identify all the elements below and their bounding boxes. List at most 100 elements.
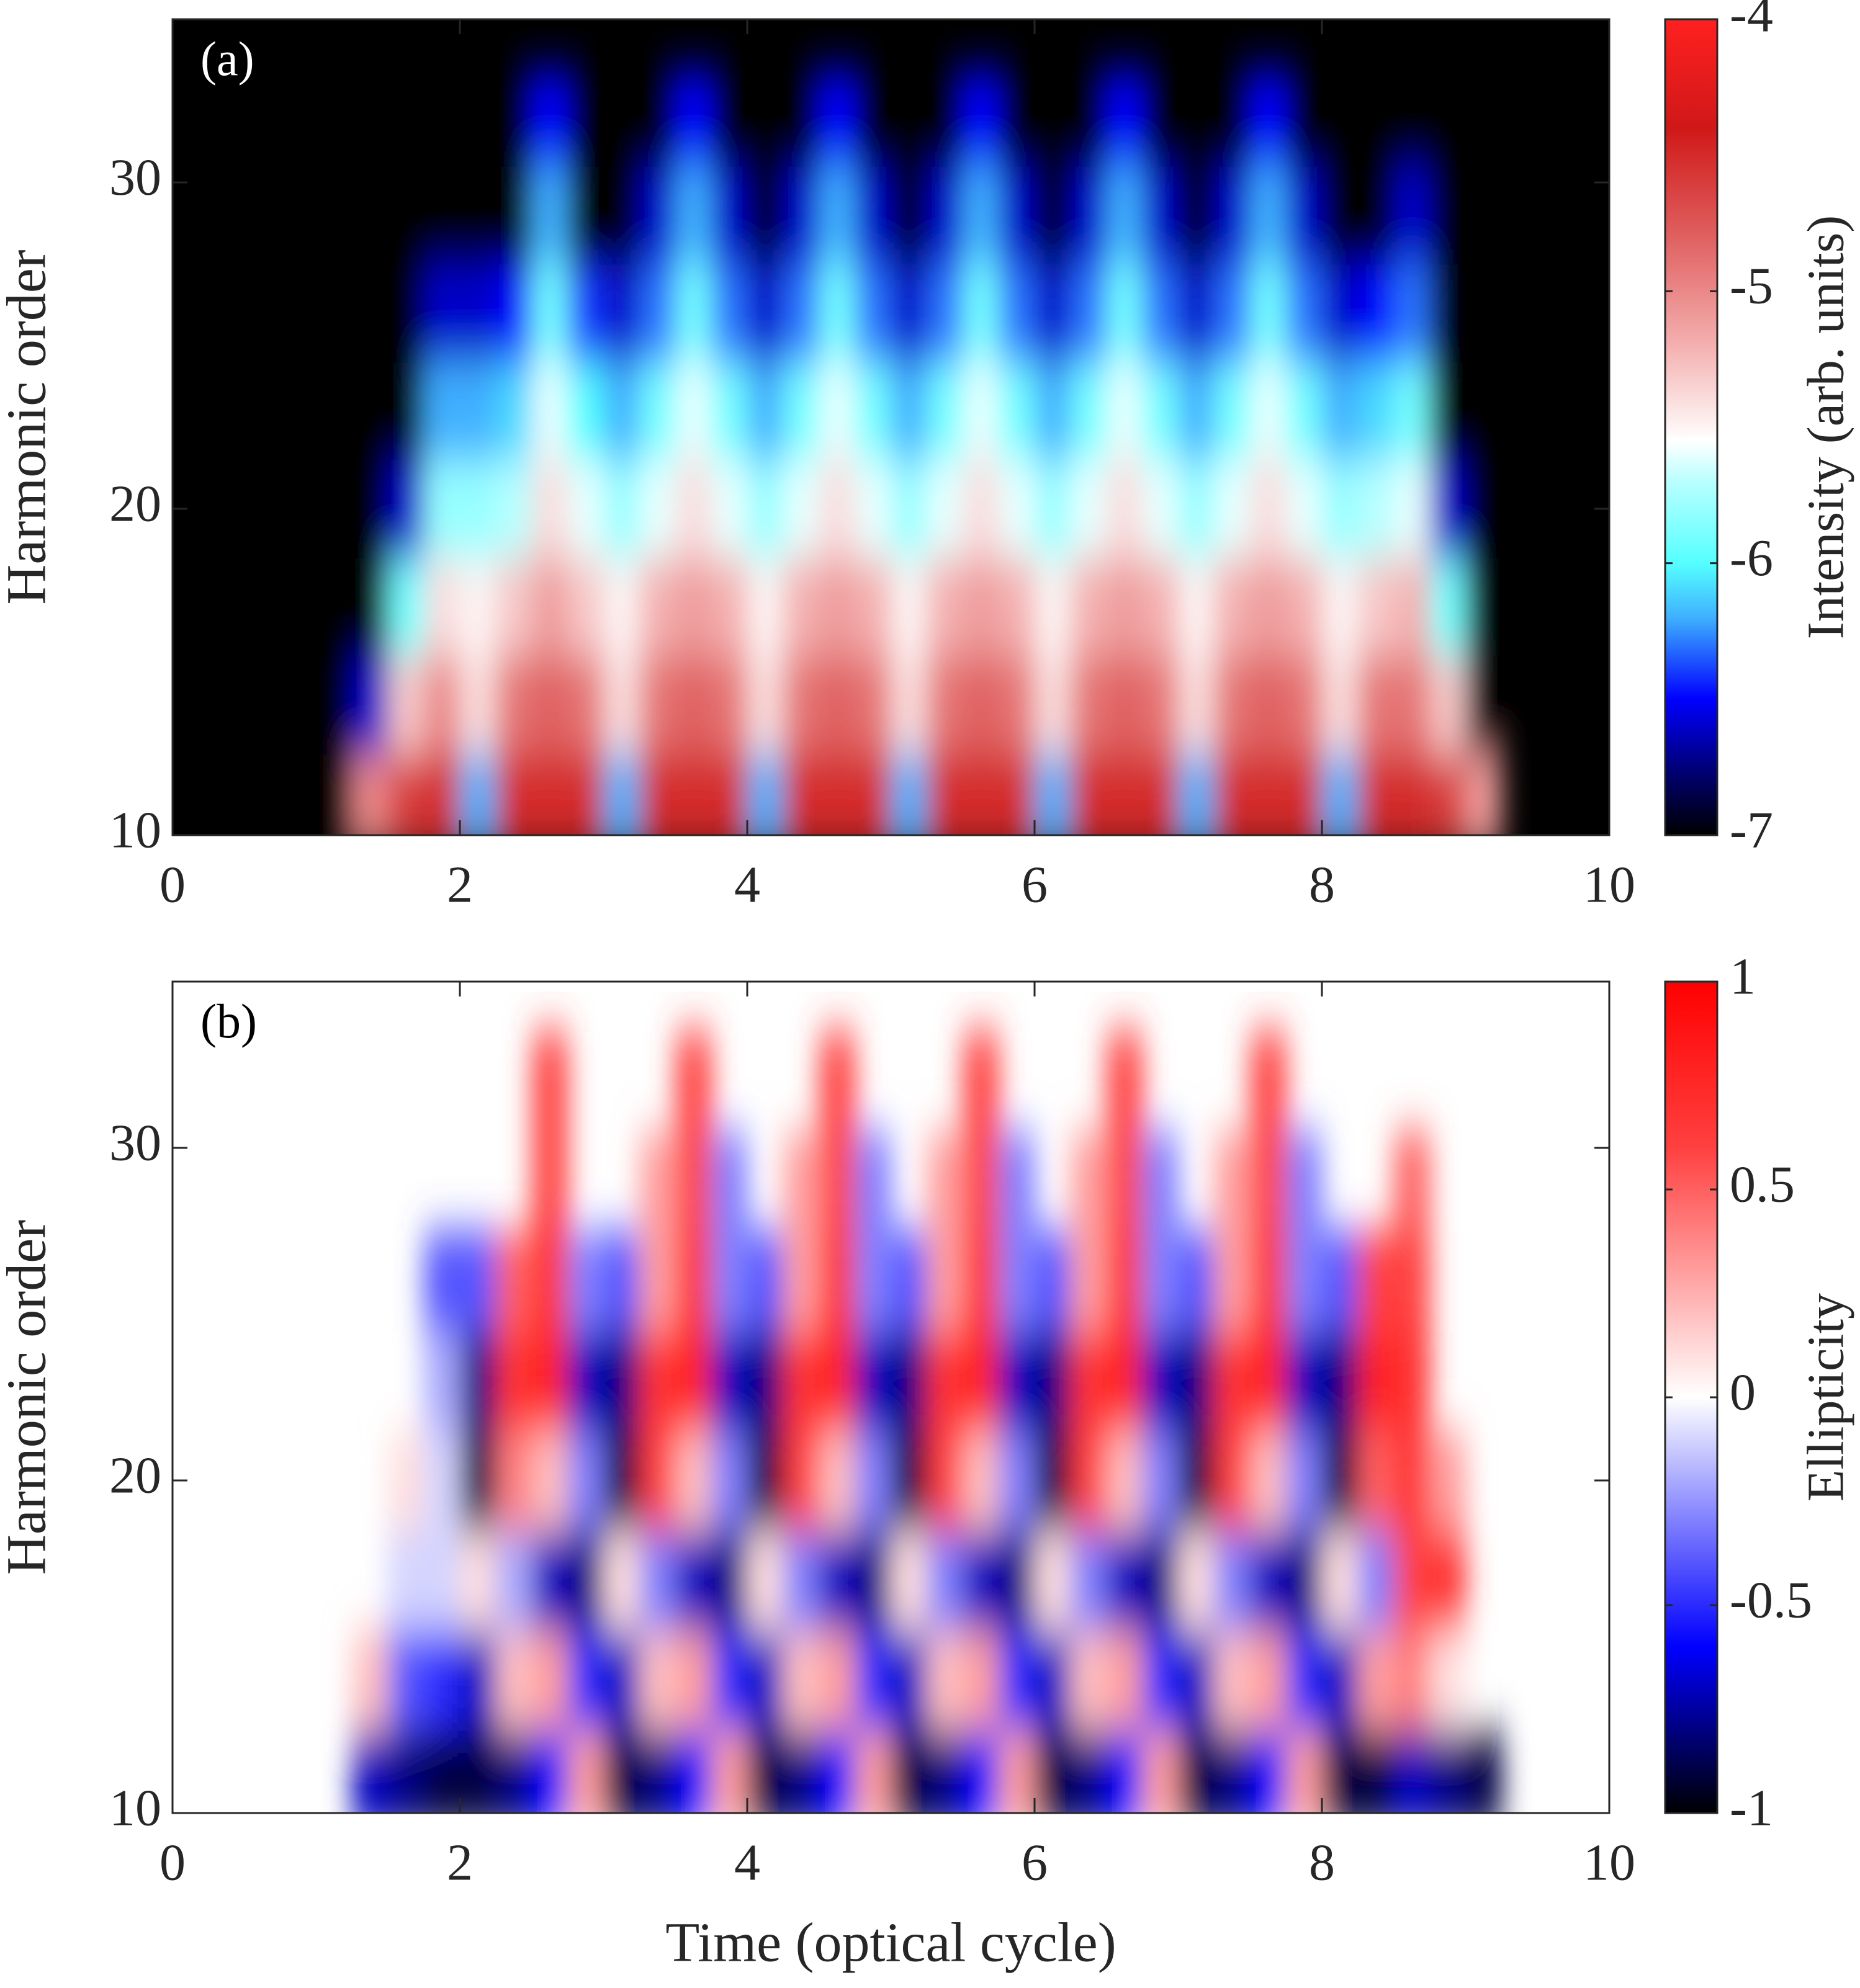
heatmap-cell	[1035, 460, 1071, 558]
x-tick-label: 6	[1022, 856, 1048, 913]
x-tick-label: 2	[447, 856, 473, 913]
heatmap-cell	[567, 1530, 604, 1631]
heatmap-cell	[1250, 655, 1287, 754]
heatmap-cell	[963, 655, 1000, 754]
heatmap-cell	[855, 557, 892, 656]
heatmap-cell	[711, 362, 748, 461]
heatmap-cell	[1070, 1231, 1107, 1332]
heatmap-cell	[1250, 1530, 1287, 1631]
heatmap-cell	[1250, 1730, 1287, 1813]
heatmap-cell	[1322, 557, 1359, 656]
heatmap-cell	[424, 460, 461, 558]
heatmap-cell	[891, 460, 928, 558]
heatmap-cell	[747, 557, 784, 656]
heatmap-cell	[639, 1430, 676, 1531]
heatmap-cell	[639, 655, 676, 754]
heatmap-cell	[1070, 68, 1107, 167]
heatmap-cell	[1429, 1630, 1467, 1731]
heatmap-cell	[1429, 68, 1467, 167]
heatmap-cell	[675, 1031, 712, 1132]
heatmap-cell	[1214, 460, 1251, 558]
heatmap-cell	[639, 1131, 676, 1232]
heatmap-cell	[963, 1231, 1000, 1332]
heatmap-cell	[891, 753, 928, 835]
x-tick-label: 10	[1583, 1834, 1635, 1891]
heatmap-cell	[819, 460, 856, 558]
heatmap-cell	[783, 264, 820, 363]
heatmap-cell	[1106, 166, 1143, 265]
heatmap-cell	[675, 1530, 712, 1631]
heatmap-cell	[783, 362, 820, 461]
heatmap-cell	[1106, 655, 1143, 754]
plot-area	[173, 19, 1609, 835]
heatmap-cell	[639, 1530, 676, 1631]
colorbar-label: Intensity (arb. units)	[1797, 215, 1854, 640]
y-axis-label: Harmonic order	[0, 249, 58, 604]
heatmap-cell	[1035, 1730, 1071, 1813]
x-tick-label: 10	[1583, 856, 1635, 913]
heatmap-cell	[675, 1131, 712, 1232]
heatmap-cell	[567, 1730, 604, 1813]
heatmap-cell	[495, 753, 532, 835]
heatmap-cell	[711, 264, 748, 363]
y-tick-label: 20	[109, 475, 161, 532]
heatmap-cell	[1070, 1330, 1107, 1431]
heatmap-cell	[747, 1231, 784, 1332]
heatmap-cell	[639, 1231, 676, 1332]
heatmap-cell	[1178, 1730, 1215, 1813]
heatmap-cell	[639, 166, 676, 265]
heatmap-cell	[891, 1630, 928, 1731]
plot-area	[173, 982, 1609, 1813]
heatmap-cell	[1286, 557, 1323, 656]
heatmap-cell	[1178, 166, 1215, 265]
heatmap-cell	[531, 753, 568, 835]
heatmap-cell	[388, 557, 425, 656]
heatmap-cell	[891, 68, 928, 167]
heatmap-cell	[424, 1430, 461, 1531]
heatmap-cell	[1286, 655, 1323, 754]
heatmap-cell	[1286, 1330, 1323, 1431]
heatmap-cell	[1178, 1430, 1215, 1531]
heatmap-cell	[1286, 1231, 1323, 1332]
heatmap-cell	[1322, 753, 1359, 835]
heatmap-cell	[316, 753, 353, 835]
heatmap-cell	[1393, 1131, 1431, 1232]
heatmap-cell	[1142, 460, 1179, 558]
heatmap-cell	[855, 166, 892, 265]
heatmap-cell	[747, 1430, 784, 1531]
heatmap-cell	[1250, 1131, 1287, 1232]
heatmap-cell	[963, 362, 1000, 461]
heatmap-cell	[927, 166, 964, 265]
heatmap-cell	[531, 557, 568, 656]
heatmap-cell	[388, 655, 425, 754]
heatmap-cell	[424, 1630, 461, 1731]
heatmap-cell	[1429, 1530, 1467, 1631]
heatmap-cell	[1322, 1231, 1359, 1332]
heatmap-cell	[783, 753, 820, 835]
heatmap-cell	[1214, 1730, 1251, 1813]
heatmap-cell	[891, 264, 928, 363]
heatmap-cell	[1286, 1430, 1323, 1531]
heatmap-cell	[1142, 166, 1179, 265]
heatmap-cell	[999, 655, 1035, 754]
heatmap-cell	[531, 1031, 568, 1132]
heatmap-cell	[1106, 1131, 1143, 1232]
heatmap-cell	[963, 1530, 1000, 1631]
heatmap-cell	[316, 68, 353, 167]
colorbar-tick-label: -0.5	[1730, 1571, 1812, 1629]
heatmap-cell	[1178, 68, 1215, 167]
heatmap-cell	[495, 1730, 532, 1813]
heatmap-cell	[747, 1630, 784, 1731]
heatmap-cell	[1393, 1430, 1431, 1531]
heatmap-cell	[1465, 264, 1503, 363]
heatmap-cell	[999, 68, 1035, 167]
heatmap-cell	[1214, 557, 1251, 656]
heatmap-cell	[1035, 557, 1071, 656]
heatmap-cell	[567, 557, 604, 656]
heatmap-cell	[495, 655, 532, 754]
heatmap-cell	[603, 1330, 640, 1431]
heatmap-cell	[1070, 264, 1107, 363]
heatmap-cell	[388, 1430, 425, 1531]
heatmap-cell	[1142, 753, 1179, 835]
heatmap-cell	[460, 655, 496, 754]
